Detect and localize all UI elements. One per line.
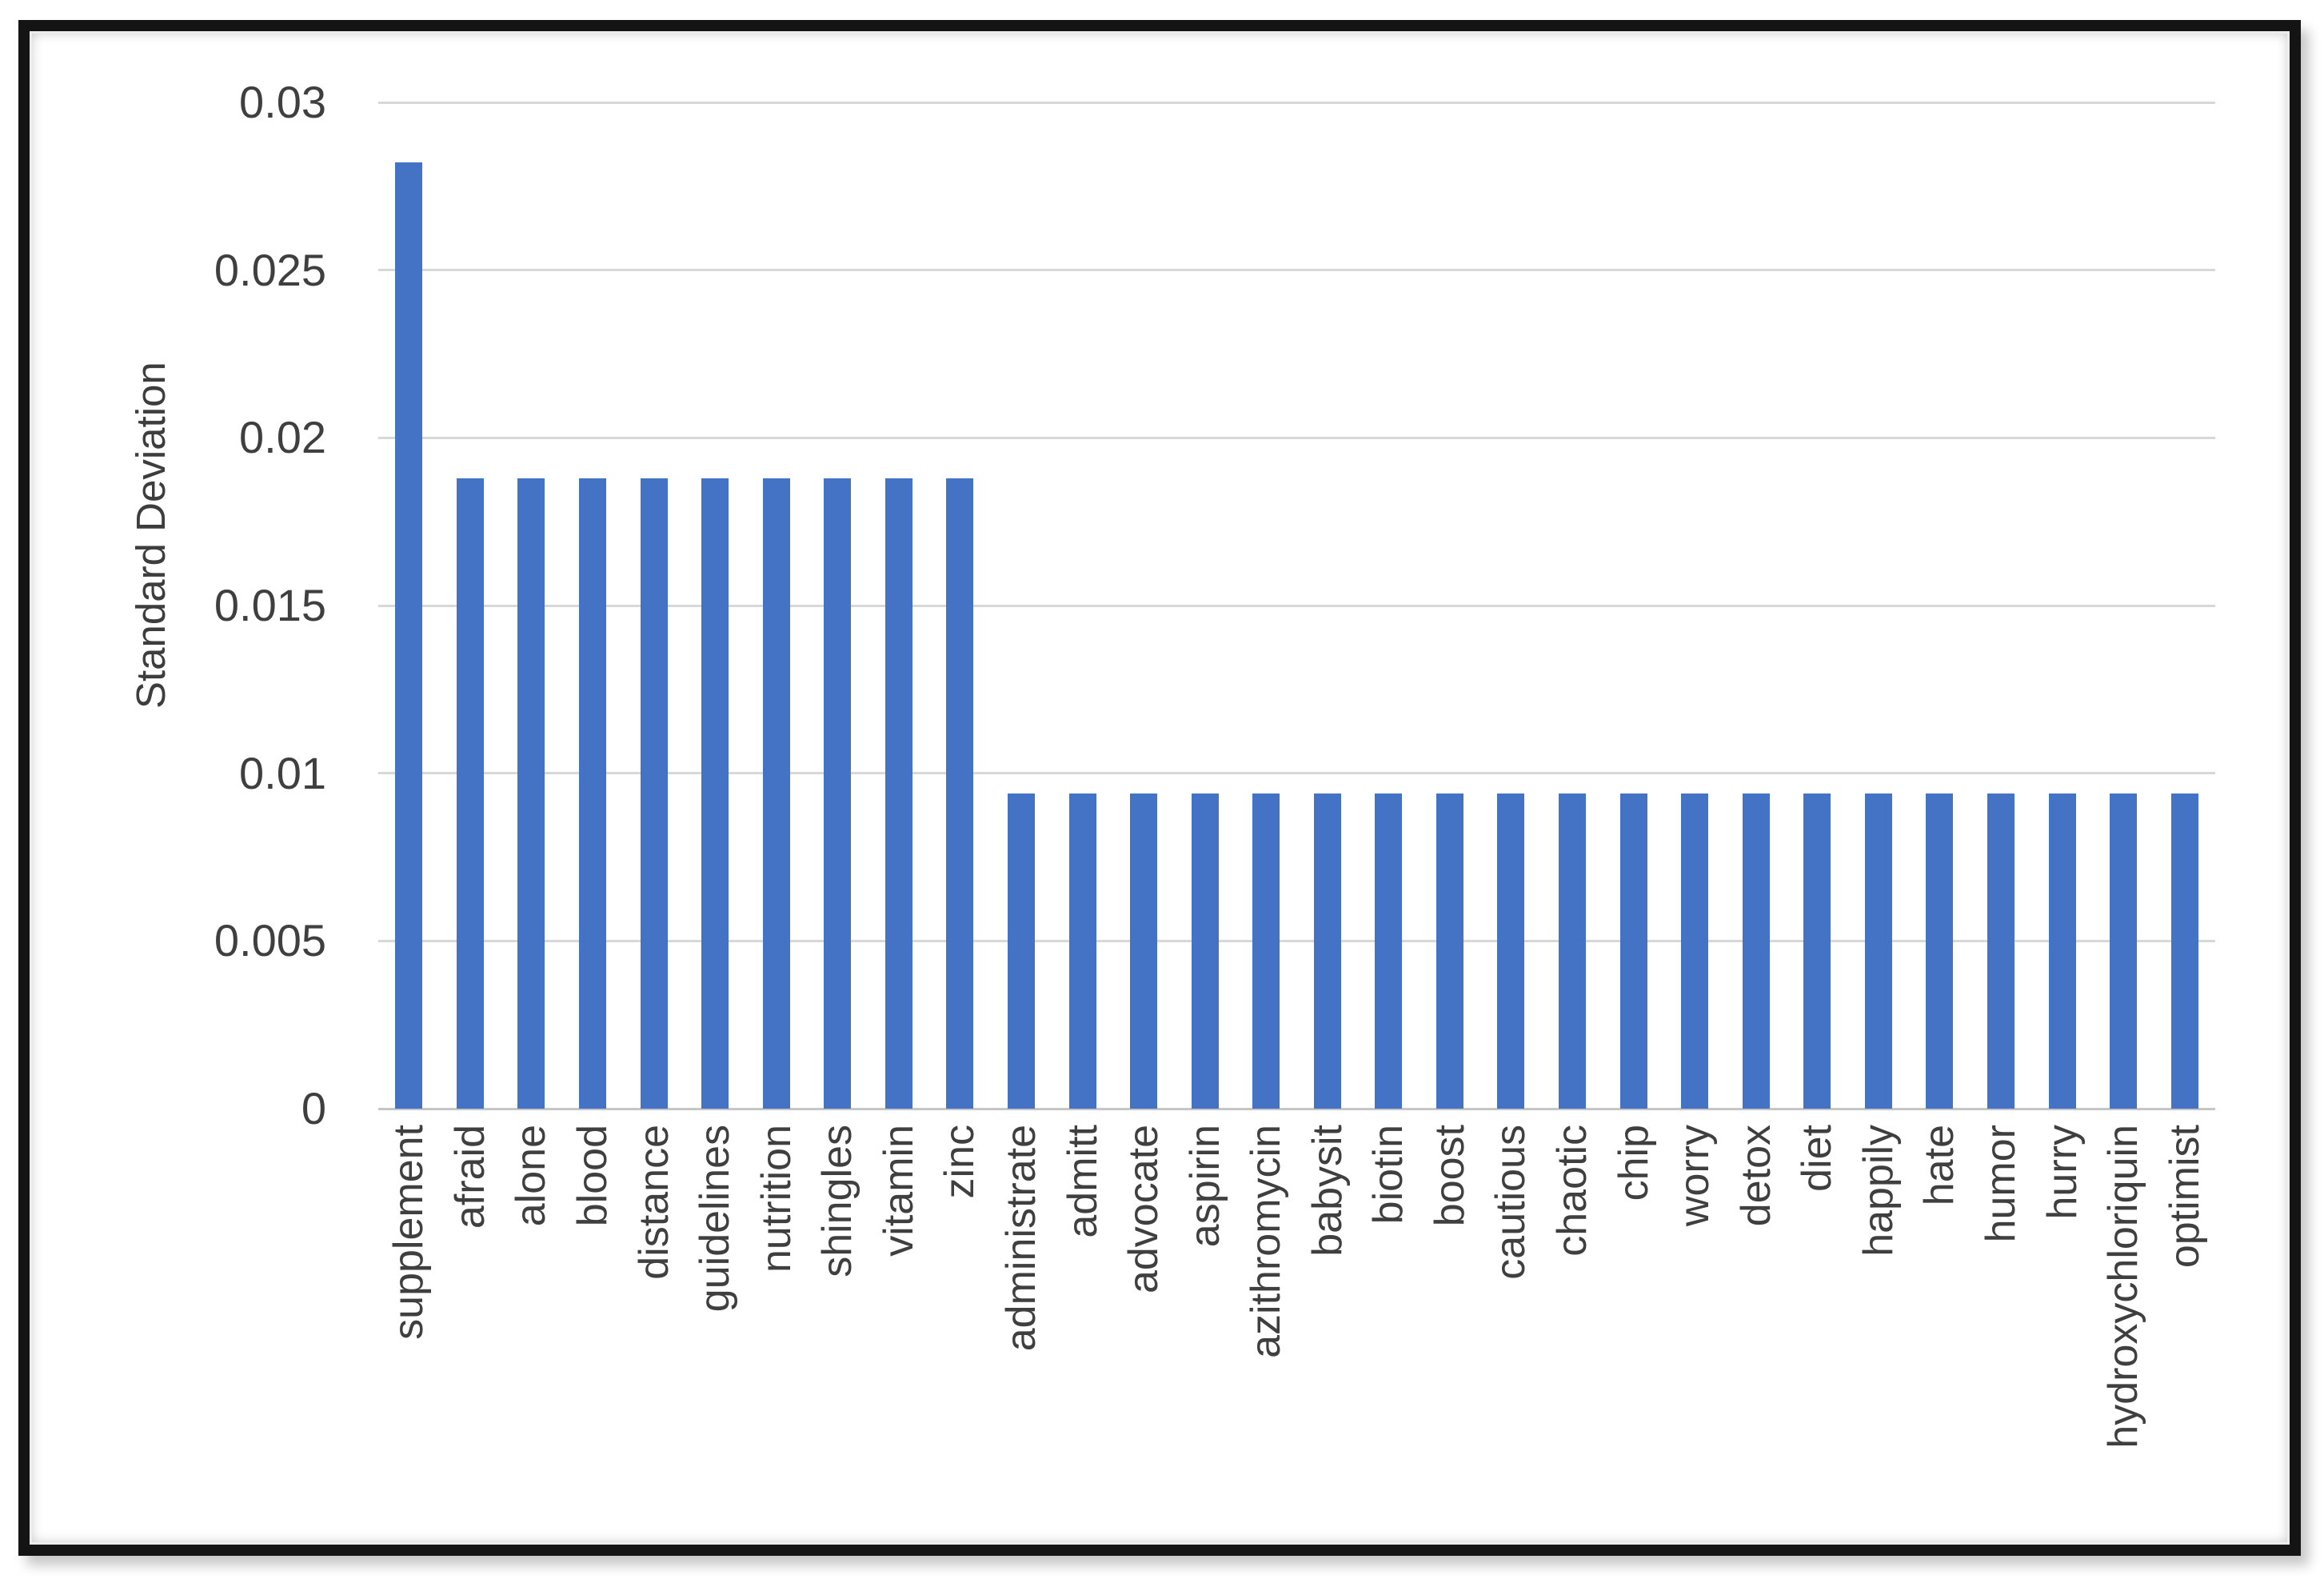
bar-alone (517, 478, 545, 1109)
gridline-0.015 (378, 604, 2215, 607)
bar-distance (640, 478, 668, 1109)
bar-happily (1864, 793, 1892, 1109)
x-label-text-aspirin: aspirin (1181, 1125, 1228, 1248)
x-label-text-chip: chip (1610, 1125, 1657, 1201)
x-label-text-alone: alone (508, 1125, 555, 1227)
gridline-0.01 (378, 772, 2215, 775)
x-label-text-hate: hate (1916, 1125, 1963, 1206)
bar-hurry (2048, 793, 2076, 1109)
bar-admitt (1068, 793, 1096, 1109)
x-label-text-vitamin: vitamin (875, 1125, 922, 1257)
bar-diet (1803, 793, 1831, 1109)
x-label-text-detox: detox (1732, 1125, 1779, 1227)
x-label-text-happily: happily (1855, 1125, 1902, 1257)
x-label-text-shingles: shingles (814, 1125, 861, 1277)
bar-hate (1926, 793, 1954, 1109)
y-tick-label-0.02: 0.02 (239, 412, 326, 463)
x-label-text-zinc: zinc (936, 1125, 984, 1199)
bar-hydroxychloriquin (2110, 793, 2138, 1109)
bar-azithromycin (1252, 793, 1280, 1109)
bar-chaotic (1559, 793, 1587, 1109)
x-label-text-babysit: babysit (1304, 1125, 1351, 1257)
x-label-text-nutrition: nutrition (753, 1125, 800, 1273)
bar-afraid (456, 478, 484, 1109)
gridline-0.005 (378, 939, 2215, 942)
y-tick-label-0.015: 0.015 (214, 580, 326, 630)
x-label-text-supplement: supplement (385, 1125, 433, 1340)
x-label-text-hurry: hurry (2038, 1125, 2086, 1220)
bar-humor (1987, 793, 2015, 1109)
gridline-0.02 (378, 436, 2215, 439)
bar-zinc (946, 478, 974, 1109)
y-tick-label-0.025: 0.025 (214, 244, 326, 295)
x-label-text-biotin: biotin (1365, 1125, 1412, 1225)
x-label-text-optimist: optimist (2161, 1125, 2208, 1269)
x-label-text-afraid: afraid (446, 1125, 493, 1229)
bar-vitamin (884, 478, 912, 1109)
x-label-text-guidelines: guidelines (692, 1125, 739, 1313)
gridline-0 (378, 1107, 2215, 1110)
bar-blood (578, 478, 606, 1109)
bar-shingles (824, 478, 852, 1109)
bar-chip (1619, 793, 1647, 1109)
bar-cautious (1497, 793, 1525, 1109)
x-label-text-hydroxychloriquin: hydroxychloriquin (2100, 1125, 2147, 1449)
x-label-text-distance: distance (630, 1125, 677, 1280)
x-label-text-chaotic: chaotic (1549, 1125, 1596, 1257)
bar-worry (1681, 793, 1709, 1109)
x-label-text-advocate: advocate (1120, 1125, 1168, 1294)
y-axis-title: Standard Deviation (128, 362, 174, 709)
x-label-text-boost: boost (1426, 1125, 1473, 1227)
y-tick-label-0.03: 0.03 (239, 77, 326, 127)
x-label-text-diet: diet (1794, 1125, 1841, 1192)
y-tick-label-0.01: 0.01 (239, 747, 326, 798)
bar-nutrition (762, 478, 790, 1109)
y-tick-label-0: 0 (301, 1083, 326, 1133)
bar-boost (1436, 793, 1463, 1109)
y-tick-label-0.005: 0.005 (214, 915, 326, 966)
x-label-text-azithromycin: azithromycin (1243, 1125, 1290, 1358)
bar-optimist (2170, 793, 2198, 1109)
bar-detox (1742, 793, 1770, 1109)
gridline-0.025 (378, 269, 2215, 272)
x-label-text-cautious: cautious (1487, 1125, 1535, 1280)
bar-supplement (395, 162, 423, 1109)
x-label-text-admitt: admitt (1059, 1125, 1106, 1238)
x-label-text-administrate: administrate (997, 1125, 1044, 1352)
bar-biotin (1375, 793, 1403, 1109)
bar-administrate (1007, 793, 1035, 1109)
x-label-text-blood: blood (569, 1125, 616, 1227)
gridline-0.03 (378, 101, 2215, 104)
x-label-text-humor: humor (1978, 1125, 2025, 1243)
bar-guidelines (701, 478, 729, 1109)
bar-advocate (1130, 793, 1158, 1109)
x-label-text-worry: worry (1671, 1125, 1719, 1227)
bar-babysit (1313, 793, 1341, 1109)
bar-aspirin (1191, 793, 1219, 1109)
